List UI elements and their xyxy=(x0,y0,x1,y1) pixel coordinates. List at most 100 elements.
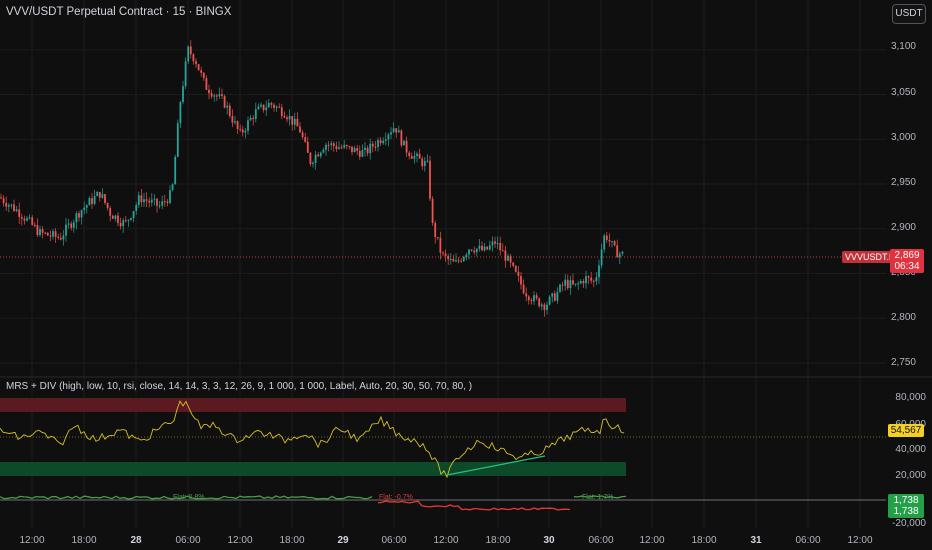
time-tick: 30 xyxy=(543,535,555,546)
candlestick-series xyxy=(0,40,624,317)
candle-body xyxy=(262,104,265,111)
symbol-title[interactable]: VVV/USDT Perpetual Contract · 15 · BINGX xyxy=(6,6,232,18)
candle-body xyxy=(327,144,330,146)
candle-body xyxy=(590,277,593,281)
candle-body xyxy=(236,121,239,129)
candle-body xyxy=(540,304,543,307)
candle-body xyxy=(579,281,582,284)
time-tick: 18:00 xyxy=(691,535,717,546)
candle-body xyxy=(600,249,603,266)
candle-body xyxy=(140,195,143,203)
candle-body xyxy=(31,217,34,225)
candle-body xyxy=(533,295,535,302)
candle-body xyxy=(104,194,106,203)
candle-body xyxy=(366,147,369,154)
candle-body xyxy=(561,284,564,286)
candle-body xyxy=(483,246,486,251)
candle-body xyxy=(353,147,356,153)
candle-body xyxy=(351,146,353,153)
candle-body xyxy=(395,128,398,133)
candle-body xyxy=(13,204,15,211)
price-tick: 2,750 xyxy=(890,357,916,368)
candle-body xyxy=(28,217,31,219)
candle-body xyxy=(205,78,208,90)
candle-body xyxy=(504,250,507,261)
candle-body xyxy=(286,117,288,120)
candle-body xyxy=(605,235,608,241)
candle-body xyxy=(195,61,197,65)
candle-body xyxy=(161,201,164,206)
candle-body xyxy=(221,94,223,97)
candle-body xyxy=(520,275,522,285)
currency-button[interactable]: USDT xyxy=(892,4,926,24)
candle-body xyxy=(462,256,465,261)
candle-body xyxy=(460,260,463,262)
candle-body xyxy=(577,283,580,285)
candle-body xyxy=(592,280,595,282)
candle-body xyxy=(348,146,351,148)
candle-body xyxy=(447,255,450,260)
candle-body xyxy=(234,121,236,123)
candle-body xyxy=(239,128,242,130)
candle-body xyxy=(468,249,470,255)
candle-body xyxy=(364,147,366,150)
candle-body xyxy=(384,139,387,141)
candle-body xyxy=(41,229,44,233)
price-tick: 2,950 xyxy=(890,177,916,188)
candle-body xyxy=(52,231,54,237)
candle-body xyxy=(80,210,83,218)
candle-body xyxy=(10,204,13,206)
overbought-zone xyxy=(0,398,626,412)
mrs-negative-line xyxy=(377,500,571,511)
candle-body xyxy=(109,208,112,216)
candle-body xyxy=(218,94,221,97)
candle-body xyxy=(228,105,231,116)
candle-body xyxy=(595,277,598,282)
candle-body xyxy=(252,117,255,119)
candle-body xyxy=(564,279,567,286)
candle-body xyxy=(88,198,91,206)
candle-body xyxy=(49,235,52,237)
price-tick: 2,800 xyxy=(890,312,916,323)
candle-body xyxy=(62,235,65,240)
candle-body xyxy=(522,284,525,294)
candle-body xyxy=(78,213,80,218)
time-tick: 06:00 xyxy=(795,535,821,546)
candle-body xyxy=(569,280,572,289)
candle-body xyxy=(5,202,8,207)
candle-body xyxy=(18,209,21,217)
candle-body xyxy=(192,54,195,62)
candle-body xyxy=(509,255,512,263)
candle-body xyxy=(335,146,338,149)
candle-body xyxy=(117,215,119,224)
candle-body xyxy=(314,154,317,163)
indicator-title[interactable]: MRS + DIV (high, low, 10, rsi, close, 14… xyxy=(6,381,473,392)
candle-body xyxy=(7,205,10,207)
candle-body xyxy=(166,201,169,203)
candle-body xyxy=(452,259,455,262)
candle-body xyxy=(278,106,281,108)
candle-body xyxy=(65,224,67,236)
time-tick: 12:00 xyxy=(847,535,873,546)
mrs-value: 1,738 xyxy=(893,506,919,517)
candle-body xyxy=(358,151,361,157)
candle-body xyxy=(265,107,268,111)
candle-body xyxy=(23,218,26,221)
candle-body xyxy=(306,141,309,153)
flat-label: Flat: -0.7% xyxy=(379,494,413,501)
candle-body xyxy=(179,102,182,124)
candle-body xyxy=(491,241,494,246)
candle-body xyxy=(174,156,177,185)
indicator-tick: -20,000 xyxy=(892,518,926,529)
time-tick: 12:00 xyxy=(227,535,253,546)
candle-body xyxy=(507,255,509,261)
candle-body xyxy=(457,260,460,262)
candle-body xyxy=(325,144,327,150)
candle-body xyxy=(613,241,616,246)
candle-body xyxy=(98,191,101,198)
mrs-positive-line xyxy=(0,495,373,500)
candle-body xyxy=(556,291,559,301)
candle-body xyxy=(158,205,161,207)
time-tick: 28 xyxy=(130,535,142,546)
